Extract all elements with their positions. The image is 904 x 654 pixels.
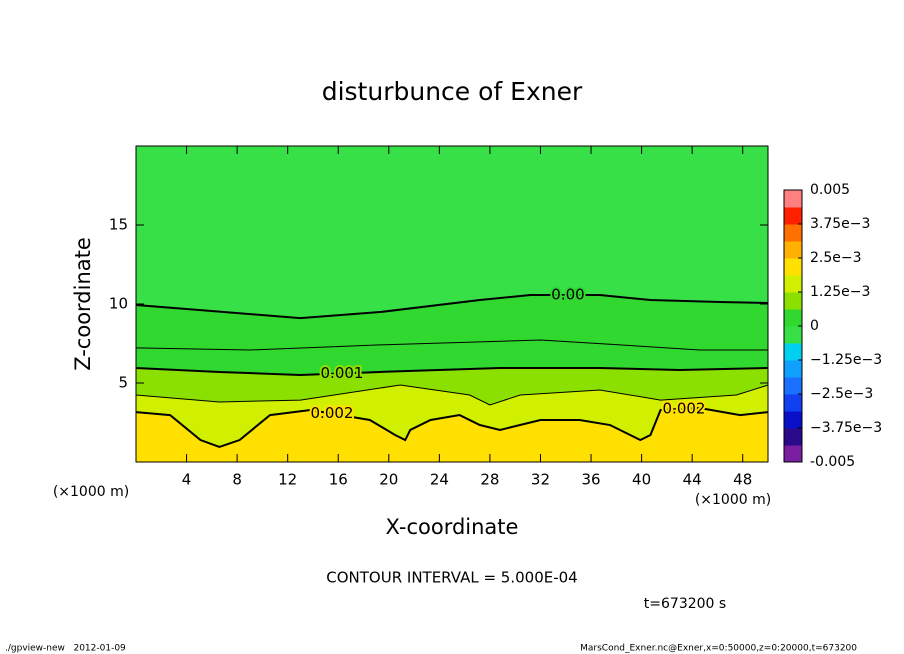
x-tick-label: 44 <box>683 471 702 489</box>
contour-label: 0.002 <box>663 399 706 417</box>
contour-line <box>136 293 768 320</box>
contour-line <box>136 384 768 406</box>
x-tick-label: 16 <box>329 471 348 489</box>
x-tick-label: 32 <box>531 471 550 489</box>
x-tick-label: 28 <box>480 471 499 489</box>
colorbar-tick-label: 0.005 <box>810 182 850 198</box>
colorbar-band <box>784 445 802 463</box>
colorbar-tick-label: -0.005 <box>810 454 855 470</box>
x-axis-label: X-coordinate <box>386 515 519 539</box>
y-tick-label: 15 <box>109 216 128 234</box>
colorbar-band <box>784 241 802 259</box>
colorbar-band <box>784 258 802 276</box>
footer-right: MarsCond_Exner.nc@Exner,x=0:50000,z=0:20… <box>580 644 857 654</box>
colorbar-band <box>784 360 802 378</box>
colorbar-tick-label: 1.25e−3 <box>810 284 870 300</box>
contour-line <box>136 366 768 376</box>
contour-line <box>136 406 768 449</box>
y-tick-label: 10 <box>109 295 128 313</box>
footer-left: ./gpview-new 2012-01-09 <box>5 644 126 654</box>
colorbar-band <box>784 394 802 412</box>
y-unit: (×1000 m) <box>53 484 129 500</box>
colorbar-band <box>784 309 802 327</box>
colorbar-band <box>784 377 802 395</box>
colorbar-band <box>784 207 802 225</box>
colorbar-tick-label: 3.75e−3 <box>810 216 870 232</box>
colorbar-tick-label: 2.5e−3 <box>810 250 862 266</box>
x-tick-label: 4 <box>182 471 192 489</box>
contour-layer: 0.00 0.001 0.002 0.002 <box>136 146 768 462</box>
x-tick-label: 24 <box>430 471 449 489</box>
colorbar-band <box>784 292 802 310</box>
contour-label: 0.00 <box>551 285 584 303</box>
contour-fill <box>136 407 768 462</box>
colorbar-band <box>784 224 802 242</box>
colorbar-band <box>784 343 802 361</box>
time-label: t=673200 s <box>644 596 726 612</box>
colorbar-band <box>784 326 802 344</box>
contour-label: 0.001 <box>321 364 364 382</box>
colorbar-band <box>784 190 802 208</box>
colorbar-tick-label: −1.25e−3 <box>810 352 882 368</box>
x-tick-label: 8 <box>232 471 242 489</box>
contour-interval: CONTOUR INTERVAL = 5.000E-04 <box>326 569 577 587</box>
chart-title: disturbunce of Exner <box>322 77 583 106</box>
x-tick-label: 12 <box>278 471 297 489</box>
x-tick-label: 40 <box>632 471 651 489</box>
x-tick-label: 20 <box>379 471 398 489</box>
contour-label: 0.002 <box>311 404 354 422</box>
colorbar-band <box>784 411 802 429</box>
colorbar-band <box>784 275 802 293</box>
colorbar-tick-label: −3.75e−3 <box>810 420 882 436</box>
x-tick-label: 48 <box>733 471 752 489</box>
contour-line <box>136 339 768 351</box>
colorbar-band <box>784 428 802 446</box>
y-axis-label: Z-coordinate <box>71 237 95 371</box>
colorbar-tick-label: −2.5e−3 <box>810 386 873 402</box>
x-tick-label: 36 <box>581 471 600 489</box>
colorbar-tick-label: 0 <box>810 318 819 334</box>
x-unit: (×1000 m) <box>695 492 771 508</box>
y-tick-label: 5 <box>118 374 128 392</box>
